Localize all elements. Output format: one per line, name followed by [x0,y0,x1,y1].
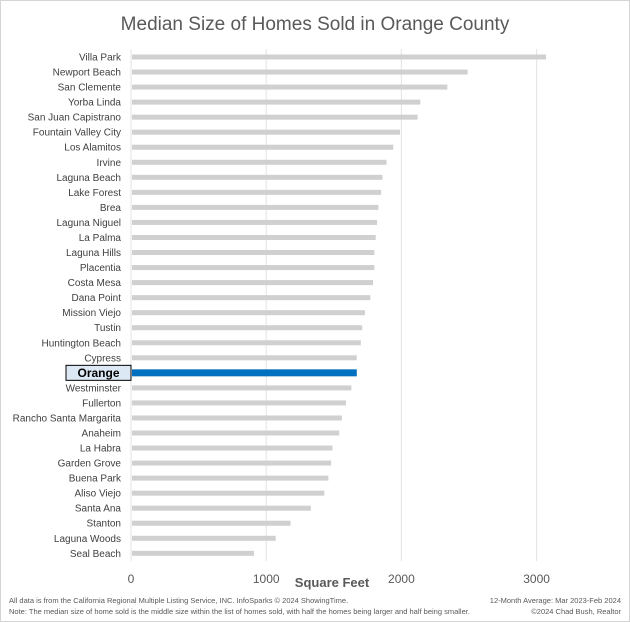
bar-fullerton [132,400,346,406]
chart-title: Median Size of Homes Sold in Orange Coun… [121,14,510,35]
category-label-san-juan-capistrano: San Juan Capistrano [28,113,122,124]
category-label-los-alamitos: Los Alamitos [64,143,121,154]
bar-la-palma [132,234,376,240]
bar-cypress [132,355,357,361]
bar-irvine [132,159,387,165]
bars [132,54,547,556]
bar-laguna-hills [132,250,375,256]
bar-garden-grove [132,460,332,466]
category-label-fullerton: Fullerton [82,398,121,409]
bar-aliso-viejo [132,490,325,496]
bar-huntington-beach [132,340,361,346]
category-label-mission-viejo: Mission Viejo [62,308,121,319]
bar-westminster [132,385,352,391]
category-label-laguna-beach: Laguna Beach [56,173,121,184]
x-tick-0: 0 [128,572,135,586]
category-label-rancho-santa-margarita: Rancho Santa Margarita [13,413,122,424]
bar-rancho-santa-margarita [132,415,342,421]
category-label-huntington-beach: Huntington Beach [41,338,121,349]
bar-newport-beach [132,69,468,75]
bar-laguna-niguel [132,219,378,225]
category-label-la-habra: La Habra [80,444,122,455]
bar-villa-park [132,54,547,60]
category-label-westminster: Westminster [66,383,122,394]
x-tick-2000: 2000 [388,572,415,586]
bar-brea [132,204,379,210]
category-label-garden-grove: Garden Grove [58,459,122,470]
x-tick-1000: 1000 [253,572,280,586]
category-label-la-palma: La Palma [79,233,122,244]
bar-laguna-beach [132,174,383,180]
bar-la-habra [132,445,333,451]
highlight-label-box [65,364,132,381]
category-label-seal-beach: Seal Beach [70,549,121,560]
category-label-aliso-viejo: Aliso Viejo [74,489,121,500]
bar-san-juan-capistrano [132,114,418,120]
footer-credit: ©2024 Chad Bush, Realtor [531,607,621,616]
bar-laguna-woods [132,535,276,541]
category-label-san-clemente: San Clemente [58,83,122,94]
bar-seal-beach [132,550,255,556]
bar-stanton [132,520,291,526]
category-label-laguna-niguel: Laguna Niguel [57,218,122,229]
x-tick-3000: 3000 [523,572,550,586]
category-label-lake-forest: Lake Forest [68,188,121,199]
category-label-newport-beach: Newport Beach [53,68,121,79]
bar-placentia [132,265,375,271]
category-label-laguna-hills: Laguna Hills [66,248,121,259]
footer-source: All data is from the California Regional… [9,596,349,605]
category-label-brea: Brea [100,203,122,214]
bar-san-clemente [132,84,448,90]
bar-fountain-valley-city [132,129,401,135]
bar-los-alamitos [132,144,394,150]
footer-note: Note: The median size of home sold is th… [9,607,470,616]
bar-mission-viejo [132,310,365,316]
category-label-yorba-linda: Yorba Linda [68,98,121,109]
bar-santa-ana [132,505,311,511]
bar-dana-point [132,295,371,301]
bar-buena-park [132,475,329,481]
category-label-santa-ana: Santa Ana [75,504,122,515]
x-axis-title: Square Feet [295,575,370,590]
category-label-anaheim: Anaheim [82,429,121,440]
category-label-orange: Orange [77,366,119,380]
footer-period: 12-Month Average: Mar 2023-Feb 2024 [489,596,621,605]
bar-orange [132,369,357,377]
category-label-costa-mesa: Costa Mesa [68,278,122,289]
category-label-tustin: Tustin [94,323,121,334]
category-label-stanton: Stanton [87,519,121,530]
category-label-fountain-valley-city: Fountain Valley City [33,128,121,139]
category-labels: Villa Park Newport Beach San Clemente Yorba… [13,53,132,560]
category-label-laguna-woods: Laguna Woods [54,534,121,545]
bar-costa-mesa [132,280,374,286]
category-label-buena-park: Buena Park [69,474,122,485]
bar-tustin [132,325,363,331]
category-label-villa-park: Villa Park [79,53,122,64]
bar-yorba-linda [132,99,421,105]
category-label-dana-point: Dana Point [72,293,122,304]
x-tick-labels: 0 1000 2000 3000 [128,572,551,586]
bar-anaheim [132,430,340,436]
category-label-placentia: Placentia [80,263,122,274]
category-label-cypress: Cypress [84,353,121,364]
bar-lake-forest [132,189,382,195]
category-label-irvine: Irvine [97,158,122,169]
gridlines [130,49,538,561]
